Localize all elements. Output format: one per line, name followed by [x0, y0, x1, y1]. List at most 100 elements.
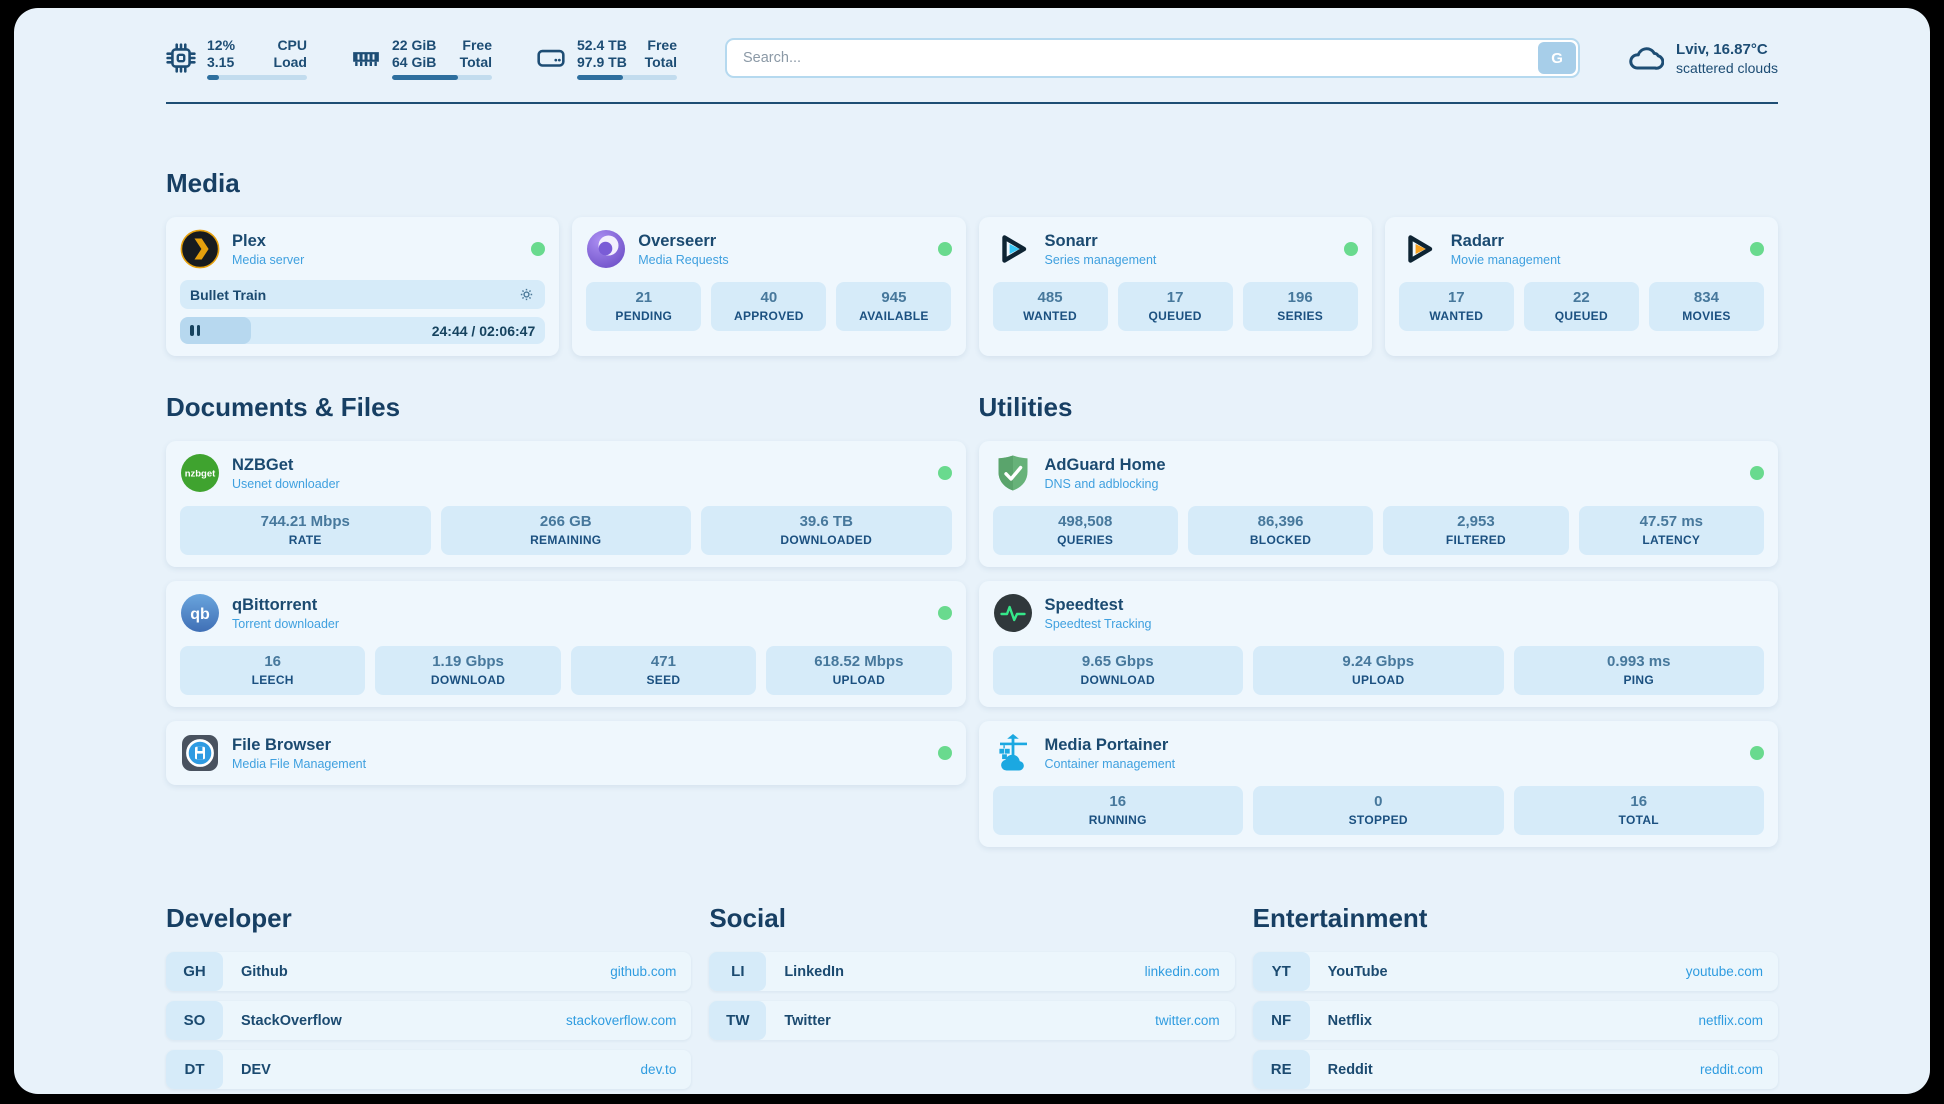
stat-pending: 21 PENDING	[586, 282, 702, 331]
link-netflix[interactable]: NF Netflix netflix.com	[1252, 1001, 1778, 1040]
section-entertainment: Entertainment YT YouTube youtube.com NF …	[1252, 903, 1778, 1089]
search-bar: G	[725, 38, 1581, 78]
link-abbr-badge: TW	[709, 1001, 767, 1040]
service-description: Movie management	[1450, 252, 1561, 267]
link-abbr-badge: SO	[166, 1001, 223, 1040]
service-name: File Browser	[232, 735, 332, 754]
status-dot	[937, 242, 952, 256]
stat-series: 196 SERIES	[1242, 282, 1358, 331]
sonarr-card[interactable]: Sonarr Series management 485 WANTED 17 Q…	[978, 217, 1372, 356]
monitor-value: 97.9 TB	[577, 53, 627, 70]
stat-queued: 17 QUEUED	[1117, 282, 1233, 331]
monitor-label: Load	[273, 53, 307, 70]
section-title-utilities: Utilities	[978, 392, 1073, 422]
monitor-value: 12%	[207, 36, 236, 53]
link-github[interactable]: GH Github github.com	[166, 952, 692, 991]
adguard-card[interactable]: AdGuard Home DNS and adblocking 498,508 …	[978, 441, 1778, 567]
monitor-label: CPU	[277, 36, 307, 53]
disk-monitor: 52.4 TB Free 97.9 TB Total	[536, 37, 677, 80]
stat-queries: 498,508 QUERIES	[992, 506, 1178, 555]
link-youtube[interactable]: YT YouTube youtube.com	[1252, 952, 1778, 991]
service-description: Media Requests	[638, 252, 729, 267]
stat-downloaded: 39.6 TB DOWNLOADED	[701, 506, 952, 555]
monitor-value: 52.4 TB	[577, 36, 627, 53]
svg-text:nzbget: nzbget	[185, 469, 216, 480]
link-twitter[interactable]: TW Twitter twitter.com	[709, 1001, 1235, 1040]
monitor-value: 64 GiB	[392, 53, 437, 70]
stat-approved: 40 APPROVED	[711, 282, 827, 331]
status-dot	[937, 746, 952, 760]
service-name: Sonarr	[1044, 231, 1098, 250]
section-title-developer: Developer	[166, 903, 292, 933]
service-name: AdGuard Home	[1044, 455, 1166, 474]
stat-latency: 47.57 ms LATENCY	[1578, 506, 1764, 555]
qbittorrent-card[interactable]: qb qBittorrent Torrent downloader 16 LEE…	[166, 581, 966, 707]
monitor-label: Total	[459, 53, 492, 70]
cpu-icon	[166, 43, 196, 73]
stat-movies: 834 MOVIES	[1648, 282, 1764, 331]
status-dot	[1750, 242, 1764, 256]
gear-icon[interactable]	[518, 286, 535, 303]
speedtest-card[interactable]: Speedtest Speedtest Tracking 9.65 Gbps D…	[978, 581, 1778, 707]
overseerr-card[interactable]: Overseerr Media Requests 21 PENDING 40 A…	[572, 217, 966, 356]
status-dot	[531, 242, 546, 256]
search-engine-button[interactable]: G	[1538, 42, 1577, 74]
service-name: qBittorrent	[232, 595, 318, 614]
service-name: Plex	[232, 231, 266, 250]
status-dot	[1750, 466, 1764, 480]
section-documents: Documents & Files nzbget NZBGet U	[166, 392, 966, 785]
link-linkedin[interactable]: LI LinkedIn linkedin.com	[709, 952, 1235, 991]
service-name: NZBGet	[232, 455, 294, 474]
stat-total: 16 TOTAL	[1513, 786, 1764, 835]
monitor-value: 22 GiB	[392, 36, 437, 53]
qbittorrent-icon: qb	[180, 593, 220, 633]
radarr-card[interactable]: Radarr Movie management 17 WANTED 22 QUE…	[1384, 217, 1778, 356]
stat-wanted: 17 WANTED	[1398, 282, 1514, 331]
top-bar: 12% CPU 3.15 Load 22 GiB Free 64 GiB Total	[166, 34, 1778, 82]
overseerr-icon	[586, 229, 626, 269]
system-monitors: 12% CPU 3.15 Load 22 GiB Free 64 GiB Total	[166, 37, 677, 80]
radarr-icon	[1399, 229, 1439, 269]
section-title-media: Media	[166, 168, 240, 198]
plex-icon	[180, 229, 220, 269]
nzbget-card[interactable]: nzbget NZBGet Usenet downloader 744.21 M…	[166, 441, 966, 567]
playback-time: 24:44 / 02:06:47	[431, 322, 536, 339]
link-reddit[interactable]: RE Reddit reddit.com	[1252, 1050, 1778, 1089]
service-name: Media Portainer	[1044, 735, 1169, 754]
stat-running: 16 RUNNING	[992, 786, 1243, 835]
cpu-monitor: 12% CPU 3.15 Load	[166, 37, 307, 80]
filebrowser-card[interactable]: File Browser Media File Management	[166, 721, 966, 785]
service-description: Speedtest Tracking	[1044, 616, 1152, 631]
cpu-progress-bar	[207, 74, 307, 80]
adguard-icon	[993, 453, 1033, 493]
stat-download: 9.65 Gbps DOWNLOAD	[992, 646, 1243, 695]
dashboard-panel: 12% CPU 3.15 Load 22 GiB Free 64 GiB Total	[14, 8, 1930, 1094]
stat-upload: 618.52 Mbps UPLOAD	[766, 646, 952, 695]
link-dev[interactable]: DT DEV dev.to	[166, 1050, 692, 1089]
service-name: Overseerr	[638, 231, 717, 250]
link-abbr-badge: LI	[709, 952, 767, 991]
stat-wanted: 485 WANTED	[992, 282, 1108, 331]
ram-progress-bar	[392, 74, 492, 80]
stat-ping: 0.993 ms PING	[1513, 646, 1764, 695]
service-description: Media File Management	[232, 756, 367, 771]
svg-text:qb: qb	[190, 606, 210, 623]
weather-condition: scattered clouds	[1676, 59, 1778, 76]
section-media: Media Plex Media server	[166, 168, 1778, 356]
plex-card[interactable]: Plex Media server Bullet Train	[166, 217, 560, 356]
stat-queued: 22 QUEUED	[1523, 282, 1639, 331]
weather-location-temp: Lviv, 16.87°C	[1676, 40, 1768, 58]
service-description: Series management	[1044, 252, 1157, 267]
now-playing-row: Bullet Train	[180, 280, 546, 309]
link-abbr-badge: GH	[166, 952, 223, 991]
sonarr-icon	[993, 229, 1033, 269]
portainer-card[interactable]: Media Portainer Container management 16 …	[978, 721, 1778, 847]
link-stackoverflow[interactable]: SO StackOverflow stackoverflow.com	[166, 1001, 692, 1040]
search-input[interactable]	[725, 38, 1581, 78]
disk-progress-bar	[577, 74, 677, 80]
service-description: Torrent downloader	[232, 616, 340, 631]
filebrowser-icon	[180, 733, 220, 773]
speedtest-icon	[993, 593, 1033, 633]
link-abbr-badge: RE	[1252, 1050, 1310, 1089]
